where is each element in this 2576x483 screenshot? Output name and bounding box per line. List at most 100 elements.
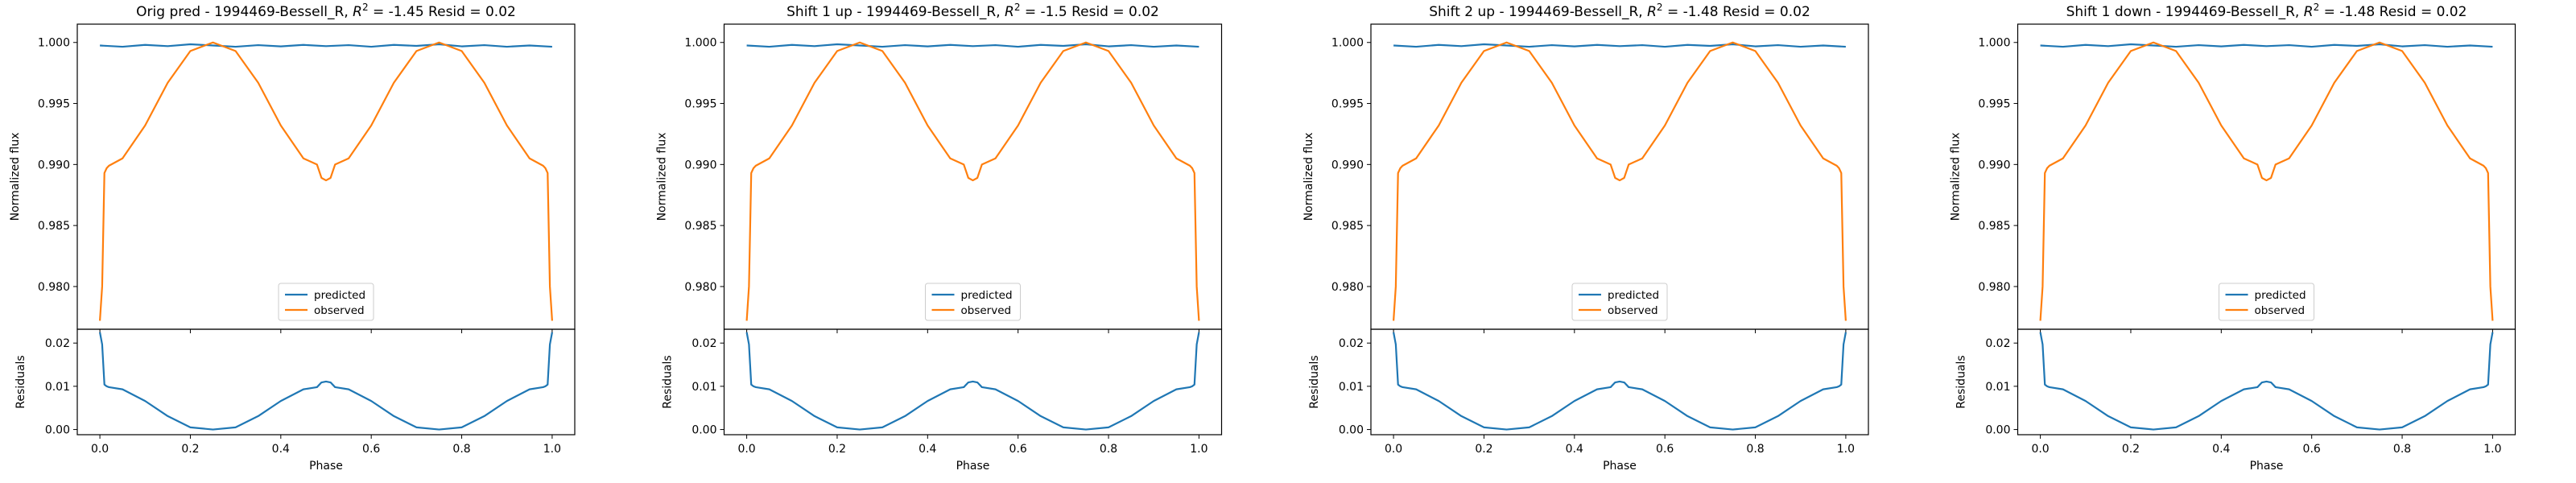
residuals-line [99,332,553,431]
res-y-tick-label: 0.02 [691,337,716,350]
res-x-tick-label: 0.6 [362,443,380,456]
series-line-predicted [2040,43,2493,48]
res-y-tick-label: 0.00 [1985,424,2010,437]
chart-panel-2: Shift 1 up - 1994469-Bessell_R, R2 = -1.… [656,2,1223,473]
res-y-tick-label: 0.02 [45,337,70,350]
residuals-line [745,332,1200,431]
legend: predicted observed [1571,283,1668,321]
res-x-tick-label: 0.0 [91,443,109,456]
res-x-tick-label: 0.8 [452,443,470,456]
y-tick-label: 0.980 [38,281,70,294]
series-line-observed [98,41,554,321]
res-x-tick-label: 0.4 [919,443,936,456]
y-axis-label: Normalized flux [1950,133,1963,221]
legend: predicted observed [925,283,1021,321]
y-axis-label: Normalized flux [9,133,22,221]
res-x-tick-label: 1.0 [1190,443,1208,456]
legend: predicted observed [278,283,374,321]
res-x-tick-label: 0.8 [2393,443,2411,456]
res-x-tick-label: 0.2 [1475,443,1492,456]
res-x-tick-label: 0.8 [1100,443,1117,456]
y-tick-label: 0.995 [1331,98,1364,111]
y-tick-label: 1.000 [1331,37,1364,50]
residuals-axes-frame [723,328,1223,436]
y-tick-label: 1.000 [1978,37,2010,50]
y-axis-label: Normalized flux [656,133,669,221]
series-line-observed [745,41,1200,321]
panel-title: Shift 1 up - 1994469-Bessell_R, R2 = -1.… [786,2,1159,20]
y-tick-label: 0.985 [38,220,70,233]
res-y-axis-label: Residuals [662,355,675,408]
chart-panel-4: Shift 1 down - 1994469-Bessell_R, R2 = -… [1950,2,2516,473]
x-axis-label: Phase [956,460,990,473]
res-x-tick-label: 1.0 [2483,443,2501,456]
y-tick-label: 0.985 [684,220,716,233]
series-line-observed [1392,41,1847,321]
y-tick-label: 1.000 [38,37,70,50]
residuals-axes-frame [2017,328,2516,436]
panel-title: Shift 2 up - 1994469-Bessell_R, R2 = -1.… [1429,2,1810,20]
residuals-axes-frame [76,328,576,436]
legend-box [278,283,374,321]
y-tick-label: 0.985 [1978,220,2010,233]
legend-box [2219,283,2314,321]
chart-panel-1: Orig pred - 1994469-Bessell_R, R2 = -1.4… [9,2,576,473]
res-y-axis-label: Residuals [1955,355,1968,408]
y-tick-label: 0.985 [1331,220,1364,233]
res-y-tick-label: 0.02 [1339,337,1364,350]
y-tick-label: 0.990 [38,159,70,171]
legend-label-observed: observed [314,304,365,317]
panel-title: Orig pred - 1994469-Bessell_R, R2 = -1.4… [136,2,516,20]
legend-label-predicted: predicted [314,289,365,302]
x-axis-label: Phase [309,460,343,473]
legend-label-observed: observed [961,304,1012,317]
y-tick-label: 1.000 [684,37,716,50]
res-x-tick-label: 1.0 [543,443,561,456]
series-line-observed [2039,41,2494,321]
res-y-tick-label: 0.01 [1339,381,1364,394]
x-axis-label: Phase [2250,460,2284,473]
res-x-tick-label: 0.0 [2031,443,2049,456]
legend-box [925,283,1021,321]
legend: predicted observed [2219,283,2314,321]
res-x-tick-label: 0.6 [2303,443,2321,456]
res-y-tick-label: 0.02 [1985,337,2010,350]
res-x-tick-label: 0.4 [1566,443,1583,456]
series-line-predicted [1393,43,1846,48]
residuals-line [1393,332,1847,431]
legend-box [1571,283,1668,321]
res-x-tick-label: 0.2 [181,443,199,456]
residuals-axes-frame [1370,328,1869,436]
res-x-tick-label: 0.6 [1656,443,1674,456]
res-x-tick-label: 0.6 [1009,443,1027,456]
res-y-tick-label: 0.00 [691,424,716,437]
res-x-tick-label: 0.2 [2122,443,2140,456]
res-x-tick-label: 0.4 [2212,443,2230,456]
y-tick-label: 0.980 [684,281,716,294]
y-tick-label: 0.995 [684,98,716,111]
y-tick-label: 0.995 [1978,98,2010,111]
y-tick-label: 0.990 [1978,159,2010,171]
res-x-tick-label: 0.0 [1385,443,1402,456]
res-y-tick-label: 0.01 [691,381,716,394]
y-axis-label: Normalized flux [1302,133,1315,221]
res-y-tick-label: 0.01 [45,381,70,394]
y-tick-label: 0.980 [1978,281,2010,294]
legend-label-predicted: predicted [961,289,1013,302]
res-x-tick-label: 1.0 [1837,443,1855,456]
y-tick-label: 0.990 [684,159,716,171]
res-x-tick-label: 0.8 [1746,443,1764,456]
series-line-predicted [100,43,552,48]
x-axis-label: Phase [1603,460,1637,473]
res-x-tick-label: 0.4 [272,443,290,456]
legend-label-predicted: predicted [1608,289,1659,302]
res-y-tick-label: 0.00 [45,424,70,437]
legend-label-predicted: predicted [2255,289,2306,302]
panel-title: Shift 1 down - 1994469-Bessell_R, R2 = -… [2066,2,2467,20]
series-line-predicted [746,43,1199,48]
chart-panel-3: Shift 2 up - 1994469-Bessell_R, R2 = -1.… [1302,2,1869,473]
res-x-tick-label: 0.2 [828,443,846,456]
res-y-tick-label: 0.00 [1339,424,1364,437]
y-tick-label: 0.990 [1331,159,1364,171]
